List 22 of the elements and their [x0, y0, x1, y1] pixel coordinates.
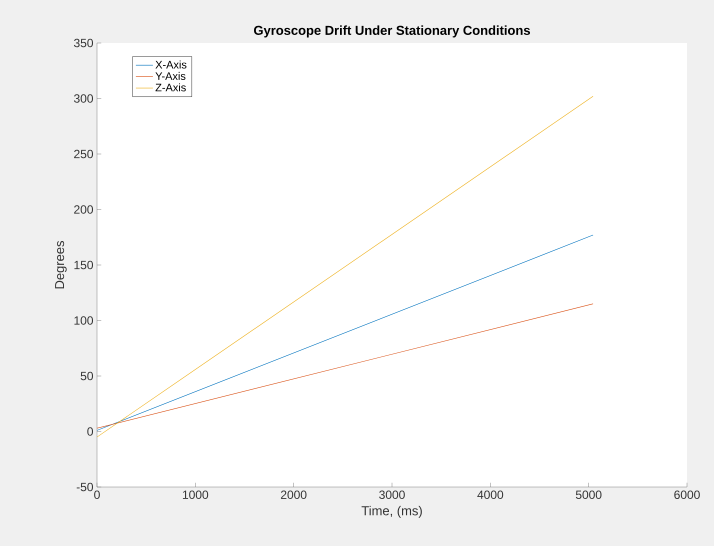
y-tick-label: 150 [74, 260, 94, 270]
y-tick-label: 300 [74, 94, 94, 103]
y-tick-label: 250 [74, 150, 94, 158]
x-tick-label: 1000 [182, 490, 208, 499]
legend-label: X-Axis [155, 60, 186, 69]
y-tick-label: 50 [80, 372, 94, 380]
y-tick-label: 0 [87, 427, 94, 436]
legend-label: Y-Axis [155, 72, 186, 80]
legend-label: Z-Axis [156, 83, 186, 92]
x-tick-label: 5000 [576, 490, 602, 499]
y-axis-title: Degrees [55, 240, 67, 288]
y-tick-label: 350 [74, 38, 94, 48]
x-tick-label: 3000 [379, 490, 405, 499]
chart-title: Gyroscope Drift Under Stationary Conditions [254, 25, 530, 38]
y-tick-label: 100 [74, 316, 94, 325]
y-tick-label: -50 [76, 482, 94, 492]
x-axis-title: Time, (ms) [362, 506, 422, 518]
x-tick-label: 2000 [280, 490, 306, 499]
x-tick-label: 6000 [674, 490, 700, 499]
y-tick-label: 200 [74, 205, 94, 214]
x-tick-label: 4000 [477, 490, 504, 499]
x-tick-label: 0 [94, 490, 100, 499]
